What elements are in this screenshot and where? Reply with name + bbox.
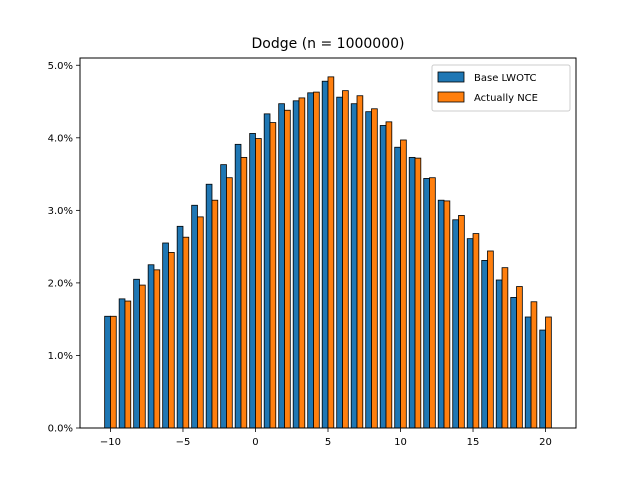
bar-series2 <box>487 250 494 429</box>
y-tick-label: 0.0% <box>48 424 73 435</box>
bar-series1 <box>321 80 329 429</box>
bar-series2 <box>255 138 262 429</box>
x-tick-label: 15 <box>467 437 480 448</box>
y-tick-label: 4.0% <box>48 133 73 144</box>
bar-series1 <box>263 113 271 429</box>
bar-series2 <box>168 252 175 429</box>
bar-series1 <box>104 315 111 429</box>
bar-series2 <box>356 95 364 429</box>
bar-series2 <box>400 139 407 429</box>
bar-series2 <box>516 286 523 429</box>
bar-series1 <box>495 279 503 429</box>
bar-series1 <box>452 219 459 429</box>
bar-series2 <box>139 284 146 429</box>
bar-series2 <box>211 199 219 429</box>
bar-series2 <box>153 269 161 429</box>
bar-series2 <box>313 91 320 429</box>
bar-series1 <box>278 103 285 429</box>
bar-series1 <box>162 242 169 429</box>
bar-series1 <box>524 316 532 429</box>
bar-series1 <box>336 96 343 429</box>
bar-series1 <box>307 92 314 429</box>
y-tick-label: 3.0% <box>48 206 73 217</box>
bar-series1 <box>466 238 474 429</box>
bar-series2 <box>182 236 190 429</box>
y-axis: 0.0% 1.0% 2.0% 3.0% 4.0% 5.0% <box>48 61 80 435</box>
bar-series2 <box>545 316 552 429</box>
bar-series1 <box>191 204 198 429</box>
x-axis: −10 −5 0 5 10 15 20 <box>100 428 552 448</box>
bar-series1 <box>176 225 184 429</box>
bar-series1 <box>408 156 416 429</box>
bar-series1 <box>510 297 517 429</box>
bar-series2 <box>197 216 204 429</box>
legend-label: Base LWOTC <box>474 73 536 84</box>
legend: Base LWOTC Actually NCE <box>431 64 571 112</box>
bar-series2 <box>342 90 349 429</box>
bar-series2 <box>298 97 306 429</box>
bar-series2 <box>530 301 538 429</box>
bar-series2 <box>226 177 233 429</box>
bar-series1 <box>220 164 227 429</box>
x-tick-label: −5 <box>176 437 191 448</box>
bar-series1 <box>133 278 140 429</box>
y-tick-label: 2.0% <box>48 278 73 289</box>
bar-series2 <box>458 215 465 429</box>
bar-series2 <box>443 200 451 429</box>
bar-series2 <box>414 157 422 429</box>
bar-series1 <box>379 125 387 429</box>
bar-series2 <box>240 156 248 429</box>
legend-box <box>431 64 571 112</box>
x-tick-label: 0 <box>252 437 258 448</box>
chart-title: Dodge (n = 1000000) <box>252 36 405 52</box>
bar-series2 <box>429 177 436 429</box>
bar-series2 <box>327 76 335 429</box>
bar-series2 <box>371 108 378 429</box>
legend-swatch <box>437 71 465 83</box>
plot-frame <box>79 57 577 429</box>
legend-label: Actually NCE <box>474 93 538 104</box>
bar-series2 <box>501 267 509 429</box>
bar-series1 <box>350 103 358 429</box>
bar-series1 <box>205 183 213 429</box>
bar-series1 <box>394 146 401 429</box>
bar-series2 <box>284 109 291 429</box>
bar-series2 <box>472 233 480 429</box>
bar-series1 <box>365 111 372 429</box>
bar-series1 <box>481 260 488 429</box>
x-tick-label: −10 <box>100 437 121 448</box>
x-tick-label: 5 <box>325 437 331 448</box>
bar-series1 <box>539 329 546 429</box>
bar-series1 <box>249 133 256 429</box>
bar-series1 <box>292 100 300 429</box>
bar-series1 <box>147 264 155 429</box>
bar-series2 <box>110 315 117 429</box>
bar-series2 <box>124 300 132 429</box>
bar-series1 <box>423 178 430 429</box>
bar-series1 <box>234 143 242 429</box>
legend-swatch <box>437 91 465 103</box>
y-tick-label: 5.0% <box>48 61 73 72</box>
x-tick-label: 10 <box>394 437 407 448</box>
bar-series1 <box>118 298 126 429</box>
x-tick-label: 20 <box>539 437 552 448</box>
bar-series2 <box>385 121 393 429</box>
bar-series1 <box>437 199 445 429</box>
y-tick-label: 1.0% <box>48 351 73 362</box>
bar-series2 <box>269 122 277 429</box>
